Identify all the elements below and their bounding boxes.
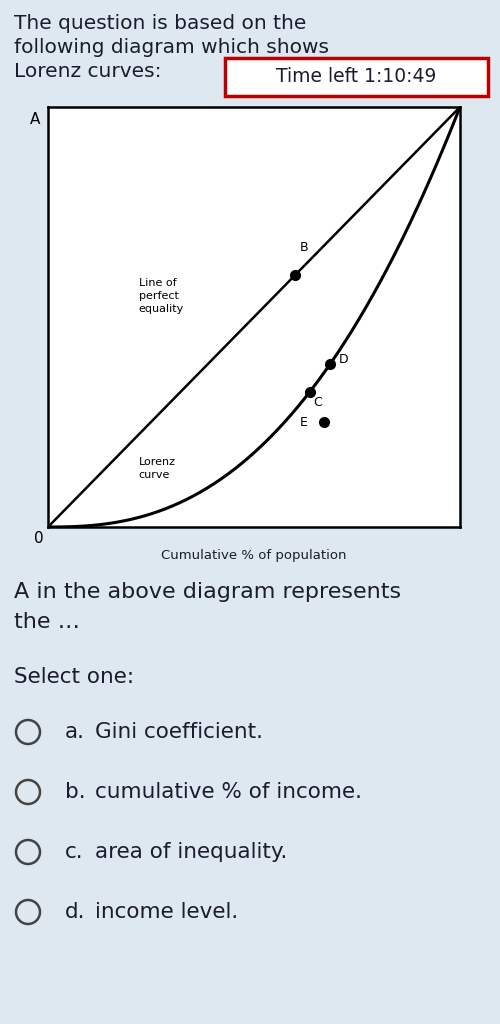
Text: income level.: income level. <box>95 902 238 922</box>
Text: Lorenz
curve: Lorenz curve <box>138 457 175 480</box>
Text: A in the above diagram represents: A in the above diagram represents <box>14 582 401 602</box>
Text: 0: 0 <box>34 531 44 546</box>
Text: E: E <box>300 416 308 428</box>
Text: c.: c. <box>65 842 84 862</box>
Text: Line of
perfect
equality: Line of perfect equality <box>138 278 184 314</box>
Text: A: A <box>30 112 40 127</box>
Text: following diagram which shows: following diagram which shows <box>14 38 329 57</box>
Text: d.: d. <box>65 902 86 922</box>
Text: b.: b. <box>65 782 86 802</box>
Text: cumulative % of income.: cumulative % of income. <box>95 782 362 802</box>
Text: The question is based on the: The question is based on the <box>14 14 306 33</box>
Text: Gini coefficient.: Gini coefficient. <box>95 722 263 742</box>
Text: Cumulative % of population: Cumulative % of population <box>161 549 347 562</box>
Text: a.: a. <box>65 722 85 742</box>
Text: Lorenz curves:: Lorenz curves: <box>14 62 162 81</box>
Text: Time left 1:10:49: Time left 1:10:49 <box>276 68 436 86</box>
Text: the …: the … <box>14 612 80 632</box>
Text: area of inequality.: area of inequality. <box>95 842 288 862</box>
Text: Select one:: Select one: <box>14 667 134 687</box>
Text: C: C <box>314 396 322 410</box>
Text: B: B <box>300 241 308 254</box>
FancyBboxPatch shape <box>225 58 488 96</box>
Text: D: D <box>338 353 348 367</box>
